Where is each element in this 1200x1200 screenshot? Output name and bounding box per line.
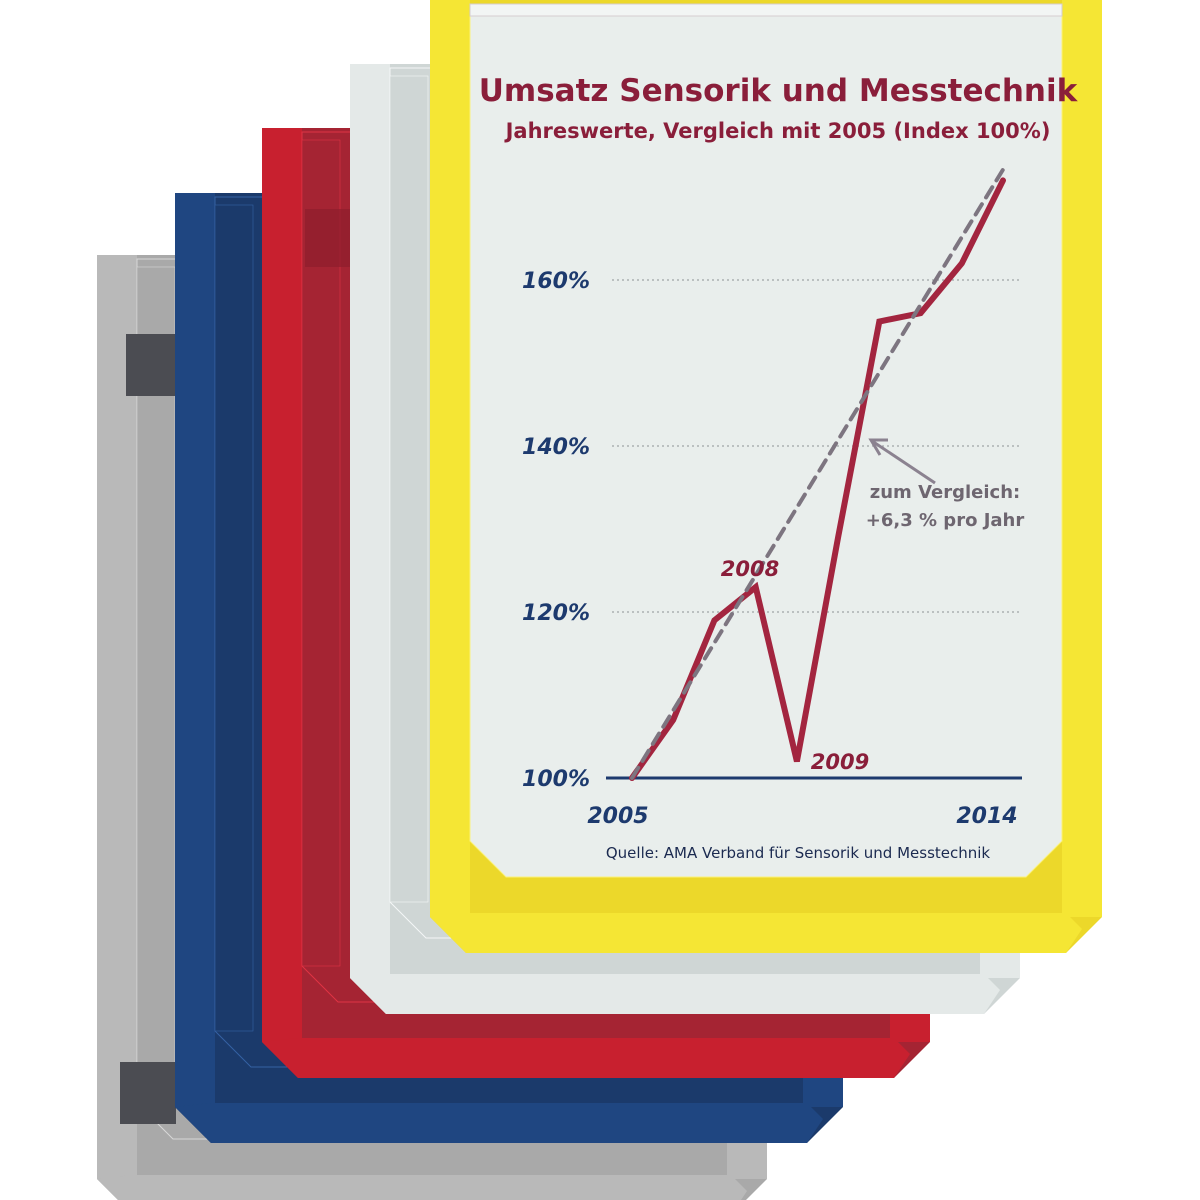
frame-yellow: [430, 0, 1102, 953]
x-tick-2005: 2005: [587, 804, 648, 829]
chart-insert: Umsatz Sensorik und Messtechnik Jahreswe…: [479, 73, 1079, 862]
annotation-2008: 2008: [721, 557, 779, 581]
y-tick-100: 100%: [522, 767, 590, 792]
y-axis-tick-labels: 100% 120% 140% 160%: [522, 269, 590, 792]
chart-subtitle: Jahreswerte, Vergleich mit 2005 (Index 1…: [504, 119, 1051, 143]
x-tick-2014: 2014: [956, 804, 1017, 829]
chart-gridlines: [612, 279, 1022, 613]
magnet-strip-bottom: [120, 1062, 176, 1124]
y-tick-120: 120%: [522, 601, 590, 626]
chart-title: Umsatz Sensorik und Messtechnik: [479, 73, 1079, 109]
trend-note-line2: +6,3 % pro Jahr: [866, 510, 1025, 531]
series-line-trend-dashed: [630, 167, 1005, 780]
annotation-2009: 2009: [811, 750, 869, 774]
display-frames-stack: [97, 0, 1102, 1200]
trend-note-line1: zum Vergleich:: [870, 482, 1020, 503]
chart-source: Quelle: AMA Verband für Sensorik und Mes…: [606, 844, 991, 862]
y-tick-140: 140%: [522, 435, 590, 460]
y-tick-160: 160%: [522, 269, 590, 294]
arrow-icon: [868, 438, 936, 485]
magnet-strip-top: [126, 334, 176, 396]
series-line-revenue: [629, 177, 1006, 781]
